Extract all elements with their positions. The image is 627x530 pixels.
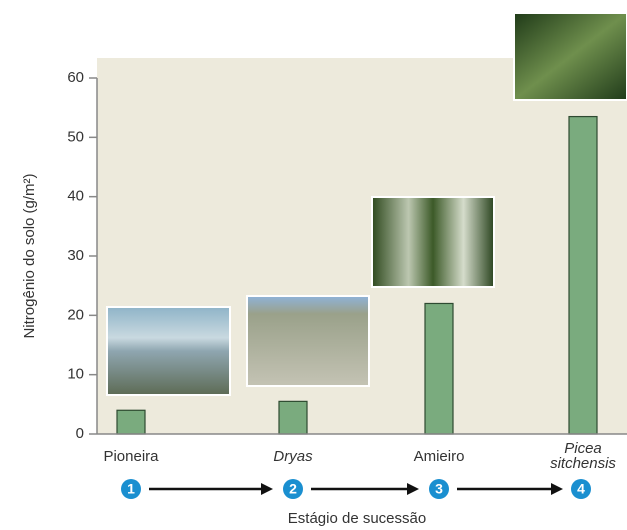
bar: [278, 400, 308, 435]
photo: [371, 196, 495, 288]
x-axis-title: Estágio de sucessão: [288, 510, 426, 527]
stage-badge: [571, 479, 591, 499]
stage-badge: [283, 479, 303, 499]
y-tick-label: 0: [76, 425, 84, 442]
y-tick-label: 50: [67, 128, 84, 145]
stage-number: 3: [435, 481, 443, 497]
stage-number: 2: [289, 481, 297, 497]
photo: [106, 306, 231, 396]
arrow-head: [551, 483, 563, 495]
y-tick-label: 20: [67, 306, 84, 323]
x-tick-label: Dryas: [273, 448, 313, 465]
stage-badge: [429, 479, 449, 499]
stage-number: 1: [127, 481, 135, 497]
y-tick-label: 30: [67, 247, 84, 264]
bar: [116, 409, 146, 435]
arrow-head: [261, 483, 273, 495]
stage-number: 4: [577, 481, 585, 497]
photo: [246, 295, 370, 387]
x-tick-label: Pioneira: [103, 448, 159, 465]
y-tick-label: 40: [67, 188, 84, 205]
photo: [513, 12, 627, 101]
stage-badge: [121, 479, 141, 499]
y-axis-title: Nitrogênio do solo (g/m²): [21, 173, 38, 338]
y-tick-label: 10: [67, 366, 84, 383]
arrow-head: [407, 483, 419, 495]
bar: [568, 115, 598, 435]
bar: [424, 302, 454, 435]
x-tick-label: Picea sitchensis: [550, 440, 616, 472]
x-tick-label: Amieiro: [413, 448, 465, 465]
y-tick-label: 60: [67, 69, 84, 86]
